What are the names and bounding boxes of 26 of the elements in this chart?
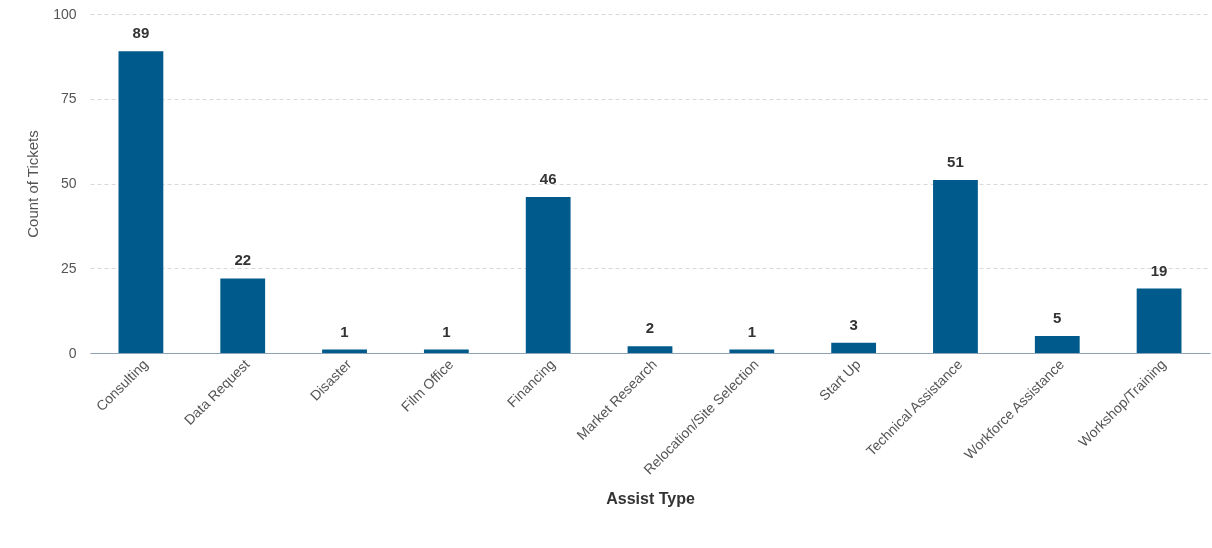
bar: [831, 342, 877, 353]
bar: [1034, 336, 1080, 353]
data-label: 22: [234, 251, 252, 269]
data-label: 3: [849, 315, 858, 333]
y-tick-label: 0: [68, 344, 77, 361]
data-label: 2: [645, 319, 655, 337]
data-label: 1: [442, 322, 451, 340]
y-tick-label: 75: [60, 90, 77, 107]
data-label: 51: [947, 153, 964, 171]
bar: [118, 51, 164, 353]
y-tick-label: 50: [60, 175, 77, 191]
bar: [627, 346, 673, 353]
data-label: 46: [539, 170, 557, 188]
data-label: 1: [747, 322, 756, 340]
data-label: 1: [340, 322, 349, 340]
x-axis-title: Assist Type: [606, 490, 695, 508]
bar: [220, 278, 266, 353]
y-tick-label: 25: [60, 259, 77, 276]
data-label: 19: [1150, 261, 1168, 279]
data-label: 5: [1053, 309, 1062, 327]
bar: [1136, 288, 1182, 353]
bar: [933, 180, 978, 353]
y-tick-label: 100: [53, 5, 77, 22]
y-axis-title: Count of Tickets: [24, 130, 42, 238]
data-label: 89: [132, 24, 150, 42]
bar: [525, 197, 571, 353]
